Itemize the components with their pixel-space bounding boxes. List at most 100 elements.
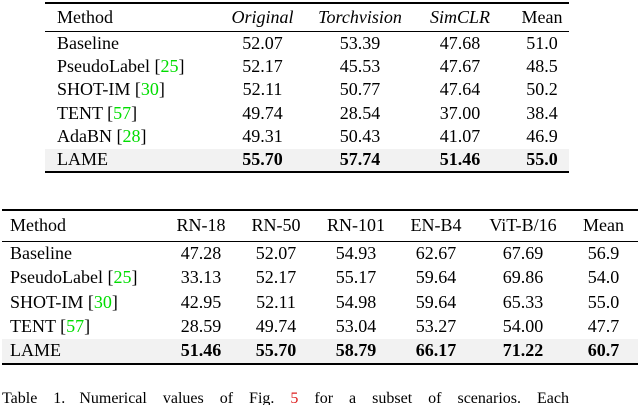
value-cell: 38.4 — [526, 102, 558, 123]
citation-link[interactable]: 57 — [66, 316, 85, 337]
value-cell: 45.53 — [339, 55, 381, 76]
citation-link[interactable]: 25 — [160, 55, 179, 76]
value-cell: 53.04 — [335, 316, 377, 337]
caption-label: Table 1. — [2, 390, 66, 405]
table-row: SHOT-IM [30] 42.95 52.11 54.98 59.64 65.33 55.… — [2, 290, 638, 315]
column-header: RN-101 — [327, 215, 385, 236]
value-cell: 47.7 — [587, 316, 620, 337]
method-name: TENT — [57, 102, 103, 123]
method-cell: AdaBN [28] — [57, 126, 147, 147]
column-header: Method — [57, 6, 113, 27]
caption-text-after: for a subset of scenarios. Each — [314, 390, 569, 405]
value-cell: 71.22 — [502, 340, 544, 361]
citation-link[interactable]: 28 — [122, 126, 141, 147]
value-cell: 53.39 — [339, 32, 381, 53]
value-cell: 54.93 — [335, 243, 377, 263]
method-name: Baseline — [10, 243, 72, 263]
value-cell: 49.31 — [242, 126, 283, 147]
value-cell: 37.00 — [439, 102, 481, 123]
figure-ref-link[interactable]: 5 — [290, 390, 299, 405]
value-cell: 52.17 — [255, 267, 297, 288]
value-cell: 62.67 — [415, 243, 457, 263]
method-name: PseudoLabel — [57, 55, 150, 76]
table-row: LAME 55.70 57.74 51.46 55.0 — [45, 148, 569, 173]
table-caption: Table 1. Numerical values of Fig. 5 for a… — [2, 390, 638, 405]
value-cell: 48.5 — [526, 55, 558, 76]
method-name: SHOT-IM — [57, 79, 131, 100]
value-cell: 60.7 — [587, 340, 620, 361]
value-cell: 49.74 — [242, 102, 283, 123]
citation-link[interactable]: 57 — [113, 102, 132, 123]
table-row: Baseline 52.07 53.39 47.68 51.0 — [45, 31, 569, 55]
method-name: SHOT-IM — [10, 291, 84, 312]
citation-link[interactable]: 30 — [93, 291, 112, 312]
value-cell: 55.70 — [255, 340, 297, 361]
column-header: Method — [10, 215, 66, 236]
value-cell: 42.95 — [180, 291, 222, 312]
column-header: ViT-B/16 — [489, 215, 557, 236]
table-body: Baseline 47.28 52.07 54.93 62.67 67.69 56.9 Pse… — [2, 241, 638, 364]
header-row: Method Original Torchvision SimCLR Mean — [45, 3, 569, 31]
method-cell: PseudoLabel [25] — [57, 55, 185, 76]
method-cell: TENT [57] — [10, 316, 91, 337]
value-cell: 52.07 — [242, 32, 283, 53]
citation-link[interactable]: 25 — [113, 267, 132, 288]
value-cell: 57.74 — [339, 149, 381, 170]
value-cell: 54.00 — [502, 316, 544, 337]
value-cell: 52.11 — [242, 79, 283, 100]
column-header: RN-50 — [251, 215, 301, 236]
method-cell: TENT [57] — [57, 102, 138, 123]
table-row: Baseline 47.28 52.07 54.93 62.67 67.69 56.9 — [2, 241, 638, 266]
value-cell: 50.2 — [526, 79, 558, 100]
value-cell: 46.9 — [526, 126, 558, 147]
method-cell: Baseline — [2, 241, 167, 266]
table-row: PseudoLabel [25] 33.13 52.17 55.17 59.64 69.8… — [2, 266, 638, 291]
results-table-architectures: Method RN-18 RN-50 RN-101 EN-B4 ViT-B/16 Mean … — [2, 209, 638, 365]
value-cell: 49.74 — [255, 316, 297, 337]
value-cell: 50.77 — [339, 79, 381, 100]
column-header: RN-18 — [176, 215, 226, 236]
value-cell: 51.46 — [180, 340, 222, 361]
value-cell: 47.67 — [439, 55, 481, 76]
value-cell: 69.86 — [502, 267, 544, 288]
value-cell: 50.43 — [339, 126, 381, 147]
value-cell: 51.46 — [439, 149, 481, 170]
method-cell: PseudoLabel [25] — [10, 267, 138, 288]
value-cell: 59.64 — [415, 267, 457, 288]
method-cell: Baseline — [45, 31, 210, 55]
value-cell: 65.33 — [502, 291, 544, 312]
citation-link[interactable]: 30 — [140, 79, 159, 100]
table-row: TENT [57] 28.59 49.74 53.04 53.27 54.00 47.7 — [2, 315, 638, 340]
table-row: LAME 51.46 55.70 58.79 66.17 71.22 60.7 — [2, 339, 638, 364]
value-cell: 47.28 — [180, 243, 222, 263]
method-cell: LAME — [2, 339, 167, 364]
column-header: Original — [231, 6, 294, 27]
column-header: Torchvision — [318, 6, 402, 27]
column-header: Mean — [583, 215, 624, 236]
value-cell: 54.0 — [587, 267, 620, 288]
column-header: EN-B4 — [410, 215, 462, 236]
table-body: Baseline 52.07 53.39 47.68 51.0 PseudoLabel [… — [45, 31, 569, 172]
value-cell: 55.0 — [587, 291, 620, 312]
table-row: TENT [57] 49.74 28.54 37.00 38.4 — [45, 102, 569, 126]
value-cell: 58.79 — [335, 340, 377, 361]
value-cell: 47.64 — [439, 79, 481, 100]
value-cell: 28.59 — [180, 316, 222, 337]
results-table-imagenet-variants: Method Original Torchvision SimCLR Mean Base… — [45, 2, 569, 173]
value-cell: 59.64 — [415, 291, 457, 312]
value-cell: 67.69 — [502, 243, 544, 263]
table-header: Method Original Torchvision SimCLR Mean — [45, 3, 569, 31]
method-cell: SHOT-IM [30] — [10, 291, 118, 312]
value-cell: 66.17 — [415, 340, 457, 361]
method-name: PseudoLabel — [10, 267, 103, 288]
table-header: Method RN-18 RN-50 RN-101 EN-B4 ViT-B/16 Mean — [2, 210, 638, 241]
value-cell: 52.11 — [256, 291, 296, 312]
header-row: Method RN-18 RN-50 RN-101 EN-B4 ViT-B/16 Mean — [2, 210, 638, 241]
method-cell: LAME — [45, 149, 210, 173]
value-cell: 52.17 — [242, 55, 283, 76]
value-cell: 53.27 — [415, 316, 457, 337]
method-name: Baseline — [57, 32, 119, 53]
value-cell: 55.0 — [526, 149, 558, 170]
value-cell: 51.0 — [526, 32, 558, 53]
